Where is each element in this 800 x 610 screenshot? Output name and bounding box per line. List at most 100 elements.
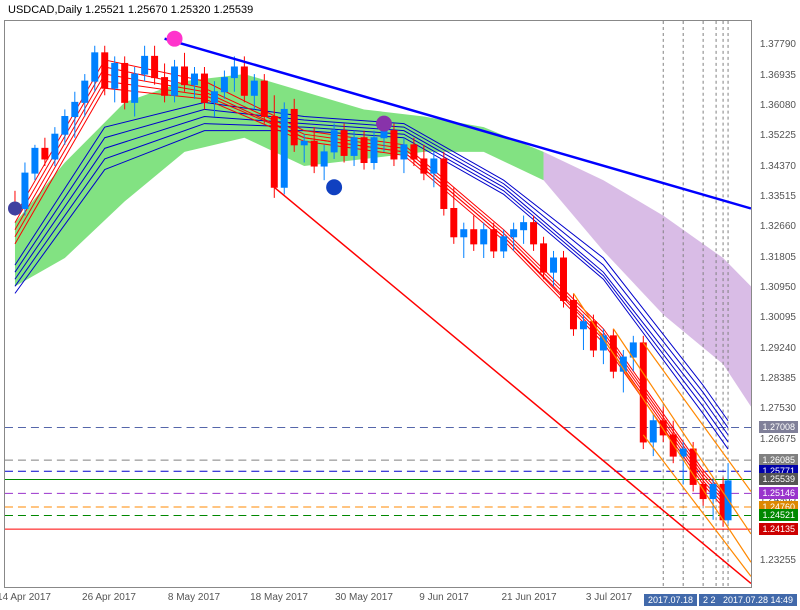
candle-body [551,258,557,272]
ichimoku-cloud-purple [544,152,751,407]
ohlc-label: 1.25521 1.25670 1.25320 1.25539 [85,4,253,16]
candle-body [221,78,227,92]
channel-line [643,435,751,576]
date-marker: 2017.07.28 14:49 [719,594,797,606]
x-tick-label: 18 May 2017 [250,592,308,603]
y-tick-label: 1.27530 [760,403,796,414]
y-tick-label: 1.23255 [760,555,796,566]
x-tick-label: 8 May 2017 [168,592,220,603]
x-tick-label: 21 Jun 2017 [501,592,556,603]
candle-body [271,117,277,188]
candle-body [42,148,48,159]
y-tick-label: 1.31805 [760,252,796,263]
candle-body [431,159,437,173]
price-level-tag: 1.24135 [759,523,798,535]
price-level-tag: 1.24521 [759,509,798,521]
candle-body [570,300,576,328]
candle-body [211,92,217,103]
candle-body [102,53,108,88]
chart-container: USDCAD,Daily 1.25521 1.25670 1.25320 1.2… [0,0,800,610]
y-tick-label: 1.36080 [760,100,796,111]
candle-body [361,138,367,163]
candle-body [580,322,586,329]
x-tick-label: 3 Jul 2017 [586,592,632,603]
candle-body [172,67,178,95]
y-tick-label: 1.32660 [760,221,796,232]
candle-body [541,244,547,272]
candle-body [471,230,477,244]
candle-body [371,138,377,163]
candle-body [291,109,297,144]
date-marker: 2017.07.18 [644,594,697,606]
x-axis: 14 Apr 201726 Apr 20178 May 201718 May 2… [4,592,752,606]
candle-body [72,102,78,116]
candle-body [62,117,68,135]
candle-body [22,173,28,208]
candle-body [92,53,98,81]
candle-body [690,449,696,484]
candle-body [132,74,138,102]
candle-body [32,148,38,173]
candle-body [381,131,387,138]
signal-dot [167,31,183,47]
price-level-tag: 1.25146 [759,487,798,499]
y-tick-label: 1.30950 [760,282,796,293]
candle-body [311,141,317,166]
signal-dot [326,179,342,195]
x-tick-label: 14 Apr 2017 [0,592,51,603]
chart-title: USDCAD,Daily 1.25521 1.25670 1.25320 1.2… [8,4,253,16]
candle-body [301,141,307,145]
candle-body [251,81,257,95]
candle-body [561,258,567,300]
candle-body [321,152,327,166]
candle-body [451,208,457,236]
candle-body [531,223,537,244]
candle-body [341,131,347,156]
candle-body [461,230,467,237]
price-level-tag: 1.27008 [759,421,798,433]
candle-body [411,145,417,159]
candle-body [351,138,357,156]
y-tick-label: 1.30095 [760,312,796,323]
candle-body [201,74,207,102]
candle-body [152,56,158,77]
price-level-tag: 1.25539 [759,473,798,485]
candle-body [401,145,407,159]
y-tick-label: 1.33515 [760,191,796,202]
candle-body [142,56,148,74]
candle-body [82,81,88,102]
signal-dot [376,116,392,132]
candle-body [650,421,656,442]
candle-body [162,78,168,96]
candle-body [122,63,128,102]
candle-body [491,230,497,251]
candle-body [640,343,646,442]
x-tick-label: 26 Apr 2017 [82,592,136,603]
candle-body [331,131,337,152]
candle-body [501,237,507,251]
candle-body [192,74,198,85]
candle-body [281,109,287,187]
candle-body [441,159,447,209]
y-tick-label: 1.35225 [760,130,796,141]
candle-body [112,63,118,88]
y-tick-label: 1.26675 [760,434,796,445]
signal-dot [8,202,22,216]
symbol-label: USDCAD,Daily [8,4,82,16]
x-tick-label: 30 May 2017 [335,592,393,603]
candle-body [421,159,427,173]
candle-body [481,230,487,244]
y-tick-label: 1.29240 [760,343,796,354]
candle-body [391,131,397,159]
candle-body [511,230,517,237]
y-tick-label: 1.28385 [760,373,796,384]
candle-body [241,67,247,95]
candle-body [521,223,527,230]
y-tick-label: 1.34370 [760,161,796,172]
candle-body [182,67,188,85]
candle-body [231,67,237,78]
candle-body [710,484,716,498]
chart-plot-area[interactable] [4,20,752,588]
candle-body [261,81,267,116]
candle-body [52,134,58,159]
